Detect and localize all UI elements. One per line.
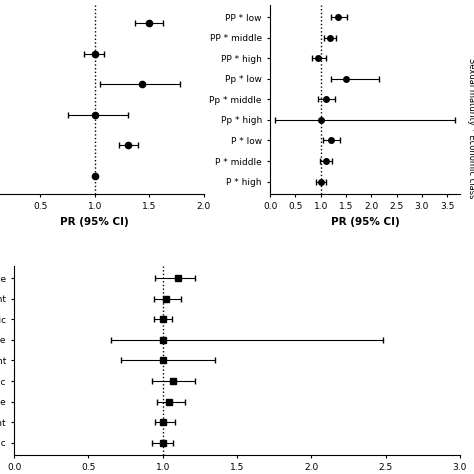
Text: Sexual maturity * Economic class: Sexual maturity * Economic class bbox=[467, 58, 474, 198]
X-axis label: PR (95% CI): PR (95% CI) bbox=[330, 217, 400, 227]
X-axis label: PR (95% CI): PR (95% CI) bbox=[60, 217, 129, 227]
